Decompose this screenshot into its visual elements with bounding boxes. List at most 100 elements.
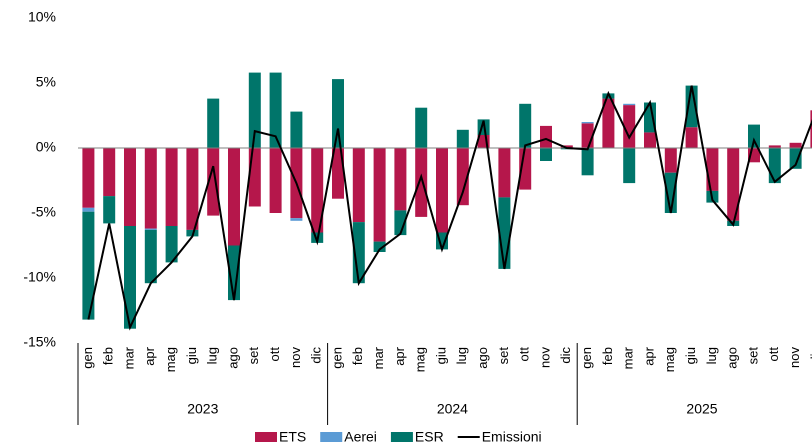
bar-segment — [810, 110, 812, 148]
bar-segment — [685, 127, 698, 148]
bar-segment — [311, 148, 324, 233]
x-tick-label: giu — [683, 347, 698, 364]
x-tick-label: set — [246, 347, 261, 365]
x-tick-label: dic — [309, 347, 324, 364]
bar-segment — [103, 148, 116, 197]
bar-segment — [540, 148, 552, 161]
bar-segment — [623, 103, 636, 106]
bar-segment — [373, 241, 386, 252]
x-tick-label: lug — [704, 347, 719, 364]
x-tick-label: nov — [288, 347, 303, 368]
bar-segment — [727, 148, 740, 221]
bar-segment — [144, 228, 157, 230]
x-tick-label: set — [745, 347, 760, 365]
bar-segment — [748, 124, 760, 148]
bar-segment — [186, 148, 199, 230]
bar-segment — [519, 103, 532, 148]
bar-segment — [290, 111, 303, 148]
bar-segment — [332, 79, 344, 148]
x-tick-label: lug — [205, 347, 220, 364]
y-tick-label: 5% — [36, 74, 56, 90]
bar-segment — [144, 148, 157, 229]
bar-segment — [789, 148, 802, 169]
x-tick-label: mar — [621, 346, 636, 369]
bar-segment — [644, 132, 656, 148]
x-tick-label: feb — [600, 347, 615, 365]
x-tick-label: mag — [163, 347, 178, 372]
bar-segment — [415, 107, 428, 148]
legend-label: Emissioni — [482, 429, 542, 445]
x-tick-label: mar — [371, 346, 386, 369]
x-tick-label: ago — [475, 347, 490, 369]
legend-swatch — [255, 432, 277, 442]
bar-segment — [456, 129, 469, 148]
bar-segment — [498, 148, 511, 198]
bar-segment — [124, 148, 136, 226]
x-tick-label: apr — [142, 346, 157, 365]
y-tick-label: -15% — [23, 334, 56, 350]
bar-segment — [456, 148, 469, 206]
bar-segment — [290, 218, 303, 221]
bar-segment — [269, 148, 282, 213]
bar-segment — [623, 105, 636, 148]
bar-segment — [415, 148, 428, 217]
bar-segment — [602, 98, 615, 148]
y-tick-label: -5% — [31, 204, 56, 220]
x-tick-label: dic — [808, 347, 812, 364]
x-tick-label: lug — [454, 347, 469, 364]
bar-segment — [685, 85, 698, 128]
y-tick-label: 0% — [36, 139, 56, 155]
legend-label: ESR — [415, 429, 444, 445]
bar-segment — [436, 148, 448, 233]
x-tick-label: ott — [766, 347, 781, 362]
bar-segment — [165, 226, 178, 263]
x-tick-label: mag — [413, 347, 428, 372]
bar-segment — [248, 148, 261, 207]
bar-segment — [768, 145, 781, 148]
bar-segment — [124, 226, 136, 329]
y-tick-label: -10% — [23, 269, 56, 285]
bar-segment — [394, 210, 407, 236]
x-tick-label: ott — [267, 347, 282, 362]
bar-segment — [706, 148, 719, 191]
bar-segment — [228, 148, 240, 246]
x-tick-label: ott — [517, 347, 532, 362]
bar-segment — [560, 145, 573, 148]
y-tick-label: 10% — [28, 9, 56, 25]
x-tick-label: set — [496, 347, 511, 365]
x-tick-label: gen — [80, 347, 95, 369]
x-tick-label: ago — [225, 347, 240, 369]
group-label: 2023 — [187, 401, 218, 417]
bar-segment — [664, 148, 677, 173]
legend-label: ETS — [279, 429, 306, 445]
x-tick-label: mar — [121, 346, 136, 369]
group-label: 2024 — [437, 401, 468, 417]
x-tick-label: nov — [787, 347, 802, 368]
bar-segment — [581, 148, 594, 176]
bar-segment — [623, 148, 636, 184]
x-tick-label: mag — [662, 347, 677, 372]
bar-segment — [103, 196, 116, 224]
bar-segment — [352, 148, 365, 223]
line-series — [87, 85, 812, 331]
x-tick-label: apr — [641, 346, 656, 365]
bar-segment — [82, 211, 95, 320]
group-label: 2025 — [686, 401, 717, 417]
x-tick-label: apr — [392, 346, 407, 365]
legend-swatch — [320, 432, 343, 442]
legend-swatch — [390, 432, 413, 442]
bar-segment — [540, 125, 552, 148]
bar-segment — [664, 172, 677, 213]
bar-segment — [82, 207, 95, 212]
x-tick-label: gen — [329, 347, 344, 369]
bar-segment — [332, 148, 344, 199]
bar-segment — [644, 102, 656, 133]
bar-segment — [248, 72, 261, 148]
x-tick-label: nov — [537, 347, 552, 368]
bar-segment — [144, 229, 157, 284]
x-tick-label: dic — [558, 347, 573, 364]
bar-segment — [82, 148, 95, 208]
x-tick-label: feb — [350, 347, 365, 365]
bar-segment — [207, 98, 220, 148]
